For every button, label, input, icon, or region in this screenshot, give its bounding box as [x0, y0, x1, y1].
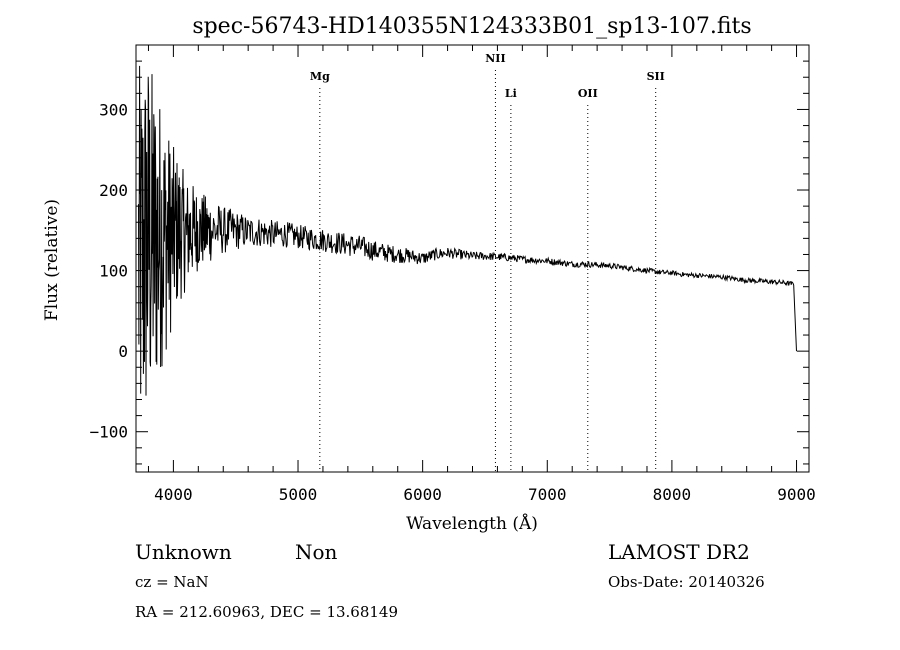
radec-label: RA = 212.60963, DEC = 13.68149 — [135, 603, 399, 621]
line-marker-label: SII — [647, 70, 665, 83]
spectrum-line — [138, 65, 797, 396]
y-tick-label: −100 — [89, 423, 128, 442]
x-tick-label: 6000 — [403, 485, 442, 504]
line-marker-label: OII — [578, 87, 598, 100]
obs-date-label: Obs-Date: 20140326 — [608, 573, 765, 591]
line-marker-label: Li — [505, 87, 517, 100]
y-tick-label: 300 — [99, 100, 128, 119]
x-axis-title: Wavelength (Å) — [406, 513, 538, 534]
series-group — [138, 65, 797, 396]
chart-title: spec-56743-HD140355N124333B01_sp13-107.f… — [192, 14, 751, 39]
line-markers: Mg NII Li OII SII — [310, 52, 665, 472]
y-axis-title: Flux (relative) — [42, 199, 62, 321]
axis-ticks: 4000 5000 6000 7000 8000 9000 −100 0 100 200 300 — [89, 44, 816, 504]
plot-frame — [135, 44, 810, 473]
x-tick-label: 8000 — [653, 485, 692, 504]
y-tick-label: 0 — [118, 342, 128, 361]
survey-label: LAMOST DR2 — [608, 540, 750, 564]
x-tick-label: 4000 — [154, 485, 193, 504]
class-label: Unknown — [135, 540, 232, 564]
y-tick-label: 200 — [99, 181, 128, 200]
subclass-label: Non — [295, 540, 338, 564]
line-marker-label: Mg — [310, 70, 330, 83]
y-tick-label: 100 — [99, 262, 128, 281]
x-tick-label: 7000 — [528, 485, 567, 504]
line-marker-label: NII — [485, 52, 505, 65]
x-tick-label: 9000 — [777, 485, 816, 504]
x-tick-label: 5000 — [279, 485, 318, 504]
cz-label: cz = NaN — [135, 573, 209, 591]
